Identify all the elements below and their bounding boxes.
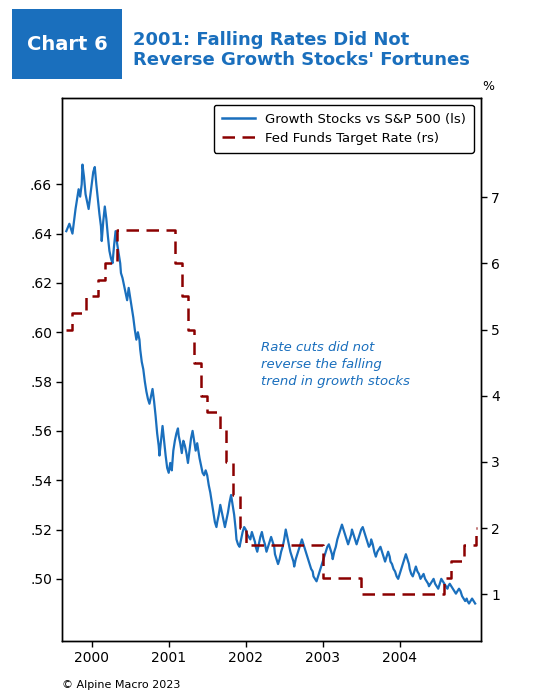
Text: Rate cuts did not
reverse the falling
trend in growth stocks: Rate cuts did not reverse the falling tr… — [261, 341, 410, 388]
Text: Chart 6: Chart 6 — [27, 35, 108, 54]
Text: 2001: Falling Rates Did Not: 2001: Falling Rates Did Not — [133, 32, 409, 49]
FancyBboxPatch shape — [12, 9, 122, 80]
Legend: Growth Stocks vs S&P 500 (ls), Fed Funds Target Rate (rs): Growth Stocks vs S&P 500 (ls), Fed Funds… — [214, 104, 474, 153]
Text: Reverse Growth Stocks' Fortunes: Reverse Growth Stocks' Fortunes — [133, 51, 470, 69]
Text: © Alpine Macro 2023: © Alpine Macro 2023 — [62, 680, 181, 689]
Text: %: % — [483, 80, 495, 92]
